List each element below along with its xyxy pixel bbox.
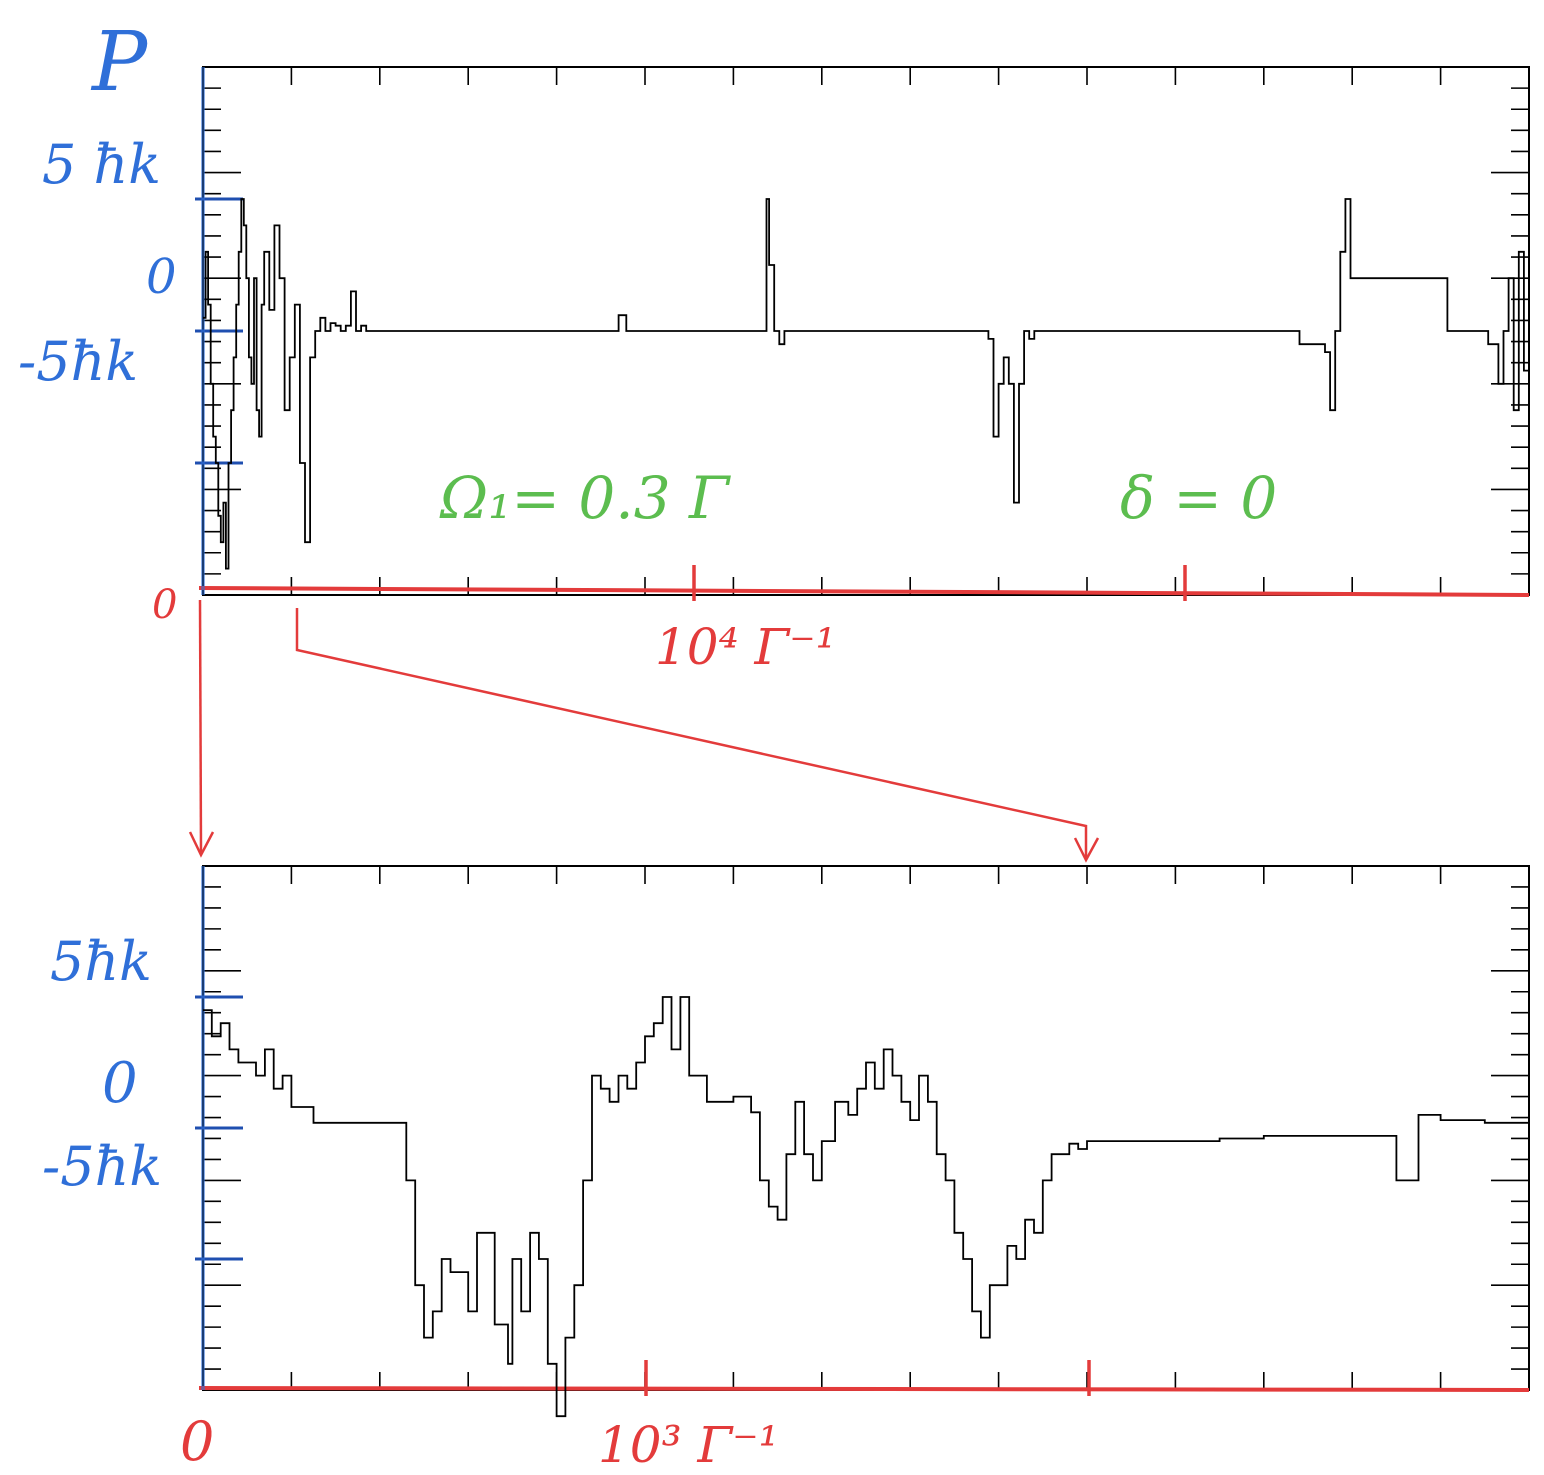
bottom-plot-frame: [202, 865, 1530, 1391]
top-time-major-ticks: [692, 565, 1187, 601]
bottom-y-tick-label-neg: -5ħk: [42, 1135, 162, 1198]
bottom-y-tick-label-pos: 5ħk: [50, 930, 152, 993]
zoom-arrowhead-left: [188, 831, 215, 858]
bottom-time-major-ticks: [644, 1360, 1091, 1396]
top-series-line: [203, 198, 1530, 570]
bottom-x-tick-label-major: 10³ Γ⁻¹: [598, 1416, 779, 1474]
zoom-arrow-right: [295, 608, 1088, 858]
top-y-tick-label-zero: 0: [146, 249, 177, 305]
top-y-tick-label-neg: -5ħk: [18, 330, 138, 393]
top-x-tick-label-zero: 0: [152, 582, 177, 628]
bottom-series-line: [203, 996, 1529, 1418]
bottom-axis-ticks: [195, 866, 1529, 1390]
omega-annotation: Ω₁= 0.3 Γ: [439, 464, 731, 532]
top-panel: [195, 66, 1530, 601]
bottom-time-axis: [198, 1386, 1530, 1392]
bottom-y-tick-label-zero: 0: [102, 1051, 138, 1116]
zoom-connectors: [188, 599, 1100, 863]
bottom-panel: [195, 865, 1530, 1418]
zoom-arrowhead-right: [1073, 837, 1100, 863]
bottom-x-tick-label-zero: 0: [180, 1410, 214, 1473]
zoom-arrow-left: [198, 599, 203, 853]
top-axis-ticks: [195, 67, 1529, 595]
top-x-tick-label-major: 10⁴ Γ⁻¹: [655, 618, 836, 676]
y-axis-title: P: [90, 15, 149, 110]
delta-annotation: δ = 0: [1120, 464, 1277, 532]
top-y-tick-label-pos: 5 ħk: [42, 133, 161, 196]
top-time-axis: [198, 586, 1530, 597]
